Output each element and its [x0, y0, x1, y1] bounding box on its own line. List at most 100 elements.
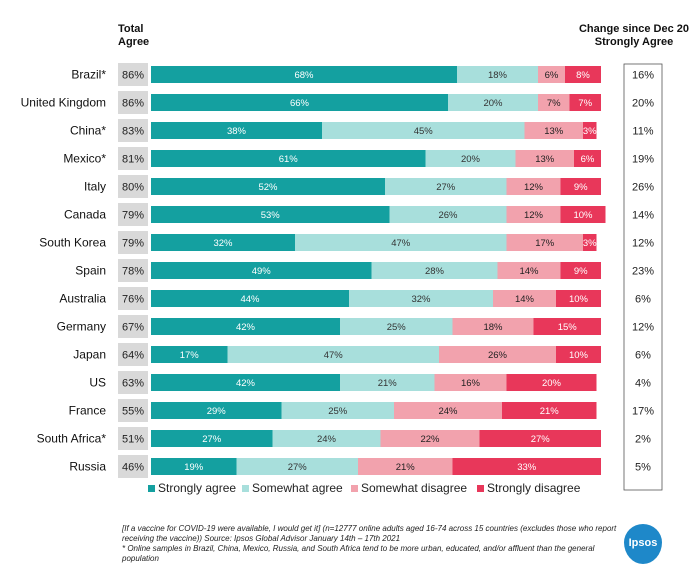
bar-strongly-disagree-italy	[560, 178, 601, 195]
total-agree-box-mexico	[118, 147, 148, 170]
bar-label-strongly-agree-us: 42%	[236, 378, 256, 389]
total-agree-value-china: 83%	[122, 126, 144, 138]
change-value-south-korea: 12%	[632, 238, 654, 250]
bar-label-strongly-agree-japan: 17%	[180, 350, 200, 361]
change-column-border	[623, 63, 663, 491]
country-label-germany: Germany	[57, 320, 106, 334]
total-agree-value-south-africa: 51%	[122, 434, 144, 446]
change-value-canada: 14%	[632, 210, 654, 222]
legend-swatch-somewhat-agree	[242, 485, 249, 492]
bar-label-strongly-disagree-france: 21%	[540, 406, 560, 417]
bar-somewhat-disagree-spain	[497, 262, 561, 279]
bar-somewhat-disagree-japan	[439, 346, 556, 363]
total-agree-box-france	[118, 399, 148, 422]
legend-label-strongly-disagree: Strongly disagree	[487, 481, 581, 495]
bar-strongly-disagree-south-africa	[479, 430, 601, 447]
bar-somewhat-agree-germany	[340, 318, 453, 335]
bar-label-somewhat-agree-brazil: 18%	[488, 70, 508, 81]
bar-label-strongly-disagree-south-africa: 27%	[531, 434, 551, 445]
bar-label-strongly-disagree-australia: 10%	[569, 294, 589, 305]
bar-strongly-agree-canada	[151, 206, 390, 223]
bar-strongly-agree-china	[151, 122, 322, 139]
bar-label-somewhat-disagree-mexico: 13%	[535, 154, 555, 165]
total-agree-box-united-kingdom	[118, 91, 148, 114]
total-agree-value-germany: 67%	[122, 322, 144, 334]
bar-label-somewhat-agree-italy: 27%	[436, 182, 456, 193]
bar-label-somewhat-agree-japan: 47%	[324, 350, 344, 361]
bar-strongly-disagree-brazil	[565, 66, 601, 83]
bar-strongly-disagree-australia	[556, 290, 601, 307]
total-agree-header-line2: Agree	[118, 36, 150, 48]
total-agree-value-italy: 80%	[122, 182, 144, 194]
bar-label-somewhat-disagree-us: 16%	[461, 378, 481, 389]
total-agree-value-australia: 76%	[122, 294, 144, 306]
legend-swatch-somewhat-disagree	[351, 485, 358, 492]
country-label-us: US	[89, 376, 106, 390]
bar-somewhat-agree-canada	[389, 206, 507, 223]
bar-label-strongly-disagree-spain: 9%	[574, 266, 588, 277]
bar-somewhat-disagree-us	[434, 374, 507, 391]
bar-strongly-agree-south-africa	[151, 430, 273, 447]
bar-label-somewhat-disagree-canada: 12%	[524, 210, 544, 221]
total-agree-value-russia: 46%	[122, 462, 144, 474]
change-value-united-kingdom: 20%	[632, 98, 654, 110]
total-agree-value-japan: 64%	[122, 350, 144, 362]
total-agree-box-germany	[118, 315, 148, 338]
bar-strongly-disagree-russia	[452, 458, 601, 475]
bar-label-strongly-disagree-us: 20%	[542, 378, 562, 389]
bar-label-somewhat-disagree-italy: 12%	[524, 182, 544, 193]
country-label-united-kingdom: United Kingdom	[21, 96, 106, 110]
change-header-line1: Change since Dec 20	[578, 23, 690, 35]
bar-label-somewhat-disagree-south-africa: 22%	[420, 434, 440, 445]
bar-label-somewhat-disagree-brazil: 6%	[545, 70, 559, 81]
bar-somewhat-disagree-russia	[358, 458, 453, 475]
bar-strongly-agree-spain	[151, 262, 372, 279]
total-agree-value-united-kingdom: 86%	[122, 98, 144, 110]
total-agree-value-us: 63%	[122, 378, 144, 390]
bar-label-somewhat-disagree-germany: 18%	[483, 322, 503, 333]
bar-label-strongly-agree-germany: 42%	[236, 322, 256, 333]
total-agree-value-mexico: 81%	[122, 154, 144, 166]
change-header-line2: Strongly Agree	[594, 36, 674, 48]
bar-label-strongly-disagree-germany: 15%	[558, 322, 578, 333]
bar-somewhat-disagree-germany	[452, 318, 534, 335]
bar-label-strongly-agree-mexico: 61%	[279, 154, 299, 165]
bar-somewhat-disagree-australia	[493, 290, 556, 307]
total-agree-box-brazil	[118, 63, 148, 86]
country-label-spain: Spain	[75, 264, 106, 278]
change-value-france: 17%	[632, 406, 654, 418]
bar-strongly-disagree-japan	[556, 346, 601, 363]
bar-label-strongly-agree-france: 29%	[207, 406, 227, 417]
total-agree-box-canada	[118, 203, 148, 226]
bar-label-somewhat-disagree-australia: 14%	[515, 294, 535, 305]
legend-swatch-strongly-agree	[148, 485, 155, 492]
ipsos-logo: Ipsos	[624, 524, 662, 564]
bar-somewhat-disagree-italy	[506, 178, 561, 195]
bar-strongly-agree-south-korea	[151, 234, 295, 251]
bar-label-somewhat-agree-us: 21%	[378, 378, 398, 389]
change-value-australia: 6%	[635, 294, 651, 306]
change-value-spain: 23%	[632, 266, 654, 278]
bar-label-strongly-disagree-china: 3%	[583, 126, 597, 137]
bar-label-strongly-agree-italy: 52%	[258, 182, 278, 193]
bar-strongly-agree-russia	[151, 458, 237, 475]
bar-label-somewhat-disagree-russia: 21%	[396, 462, 416, 473]
bar-label-strongly-disagree-united-kingdom: 7%	[578, 98, 592, 109]
total-agree-box-china	[118, 119, 148, 142]
bar-label-somewhat-agree-spain: 28%	[425, 266, 445, 277]
bar-label-strongly-disagree-italy: 9%	[574, 182, 588, 193]
country-label-italy: Italy	[84, 180, 106, 194]
total-agree-box-south-korea	[118, 231, 148, 254]
bar-strongly-agree-us	[151, 374, 340, 391]
bar-strongly-disagree-mexico	[574, 150, 601, 167]
bar-label-somewhat-agree-south-africa: 24%	[317, 434, 337, 445]
bar-label-strongly-agree-china: 38%	[227, 126, 247, 137]
bar-strongly-disagree-china	[583, 122, 597, 139]
bar-somewhat-agree-mexico	[425, 150, 516, 167]
bar-strongly-agree-italy	[151, 178, 385, 195]
bar-label-strongly-agree-south-africa: 27%	[202, 434, 222, 445]
bar-label-somewhat-agree-canada: 26%	[438, 210, 458, 221]
bar-somewhat-agree-italy	[385, 178, 507, 195]
total-agree-box-south-africa	[118, 427, 148, 450]
bar-strongly-disagree-spain	[560, 262, 601, 279]
